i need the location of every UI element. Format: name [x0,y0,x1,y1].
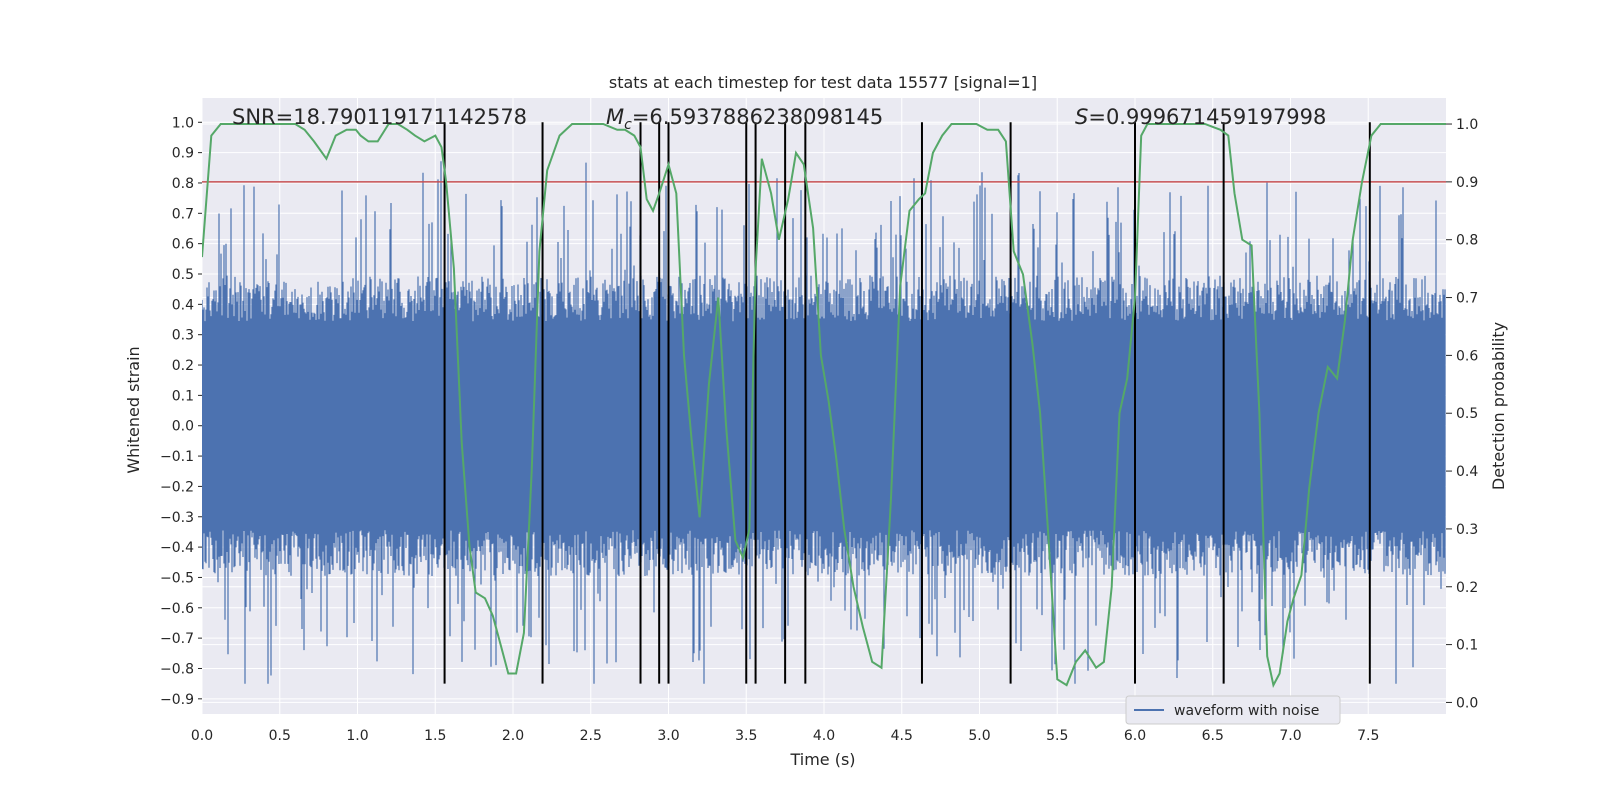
legend-box [1125,695,1341,725]
x-tick-label-3: 1.5 [424,728,446,744]
chirp-mass-label: M [606,105,624,129]
y-tick-label-3: 0.7 [172,206,194,222]
y2-axis-ticks: 1.0 0.9 0.8 0.7 0.6 0.5 0.4 0.3 0.2 0.1 0.0 [1446,117,1478,711]
legend-entry-waveform: waveform with noise [1174,703,1319,719]
y-axis-ticks: 1.0 0.9 0.8 0.7 0.6 0.5 0.4 0.3 0.2 0.1 0.0 −0.1 −0.… [160,115,202,708]
probability-line [202,123,1446,688]
x-tick-label-1: 0.5 [269,728,291,744]
y-tick-label-2: 0.8 [172,176,194,192]
legend: waveform with noise [1125,695,1341,725]
y2-tick-label-0: 1.0 [1456,117,1478,133]
snr-annotation: SNR=18.790119171142578 [232,105,527,129]
y2-tick-label-6: 0.4 [1456,464,1478,480]
chirp-mass-subscript: c [624,117,632,133]
s-value: =0.999671459197998 [1088,105,1326,129]
y2-tick-label-2: 0.8 [1456,233,1478,249]
y-tick-label-15: −0.5 [160,570,194,586]
y-tick-label-5: 0.5 [172,267,194,283]
x-tick-label-6: 3.0 [657,728,679,744]
y2-tick-label-8: 0.2 [1456,580,1478,596]
event-lines [443,122,1371,684]
y-tick-label-4: 0.6 [172,237,194,253]
y2-tick-label-9: 0.1 [1456,638,1478,654]
y-tick-label-14: −0.4 [160,540,194,556]
y2-tick-label-7: 0.3 [1456,522,1478,538]
y-tick-label-8: 0.2 [172,358,194,374]
y-tick-label-6: 0.4 [172,297,194,313]
waveform-trace [202,161,1446,684]
chirp-mass-value: =6.5937886238098145 [632,105,883,129]
y2-axis-label: Detection probability [1489,322,1508,490]
snr-value: =18.790119171142578 [276,105,527,129]
x-tick-label-12: 6.0 [1124,728,1146,744]
probability-series [202,123,1446,688]
y-tick-label-19: −0.9 [160,692,194,708]
x-tick-label-0: 0.0 [191,728,213,744]
x-tick-label-7: 3.5 [735,728,757,744]
y-axis-label: Whitened strain [124,346,143,473]
x-tick-label-2: 1.0 [346,728,368,744]
y-tick-label-17: −0.7 [160,631,194,647]
y-tick-label-0: 1.0 [172,115,194,131]
x-tick-label-4: 2.0 [502,728,524,744]
y2-tick-label-5: 0.5 [1456,406,1478,422]
x-tick-label-15: 7.5 [1357,728,1379,744]
s-label: S [1075,105,1088,129]
x-axis-ticks: 0.0 0.5 1.0 1.5 2.0 2.5 3.0 3.5 4.0 4.5 5.0 5.5 6.0 6… [191,728,1380,744]
x-tick-label-11: 5.5 [1046,728,1068,744]
waveform-series [202,161,1446,684]
chart-title: stats at each timestep for test data 155… [609,73,1037,92]
y-tick-label-9: 0.1 [172,388,194,404]
x-tick-label-10: 5.0 [968,728,990,744]
y-tick-label-13: −0.3 [160,510,194,526]
y-tick-label-12: −0.2 [160,479,194,495]
y-tick-label-10: 0.0 [172,419,194,435]
y-tick-label-16: −0.6 [160,601,194,617]
y2-tick-label-4: 0.6 [1456,348,1478,364]
y-tick-label-1: 0.9 [172,146,194,162]
chirp-mass-annotation: Mc=6.5937886238098145 [606,105,883,133]
x-tick-label-5: 2.5 [580,728,602,744]
y2-tick-label-10: 0.0 [1456,695,1478,711]
x-tick-label-8: 4.0 [813,728,835,744]
snr-label: SNR [232,105,276,129]
s-annotation: S=0.999671459197998 [1075,105,1326,129]
y2-tick-label-3: 0.7 [1456,291,1478,307]
y-tick-label-18: −0.8 [160,661,194,677]
y-tick-label-7: 0.3 [172,328,194,344]
y-tick-label-11: −0.1 [160,449,194,465]
x-tick-label-9: 4.5 [891,728,913,744]
y2-tick-label-1: 0.9 [1456,175,1478,191]
x-tick-label-14: 7.0 [1279,728,1301,744]
x-axis-label: Time (s) [789,750,855,769]
x-tick-label-13: 6.5 [1202,728,1224,744]
